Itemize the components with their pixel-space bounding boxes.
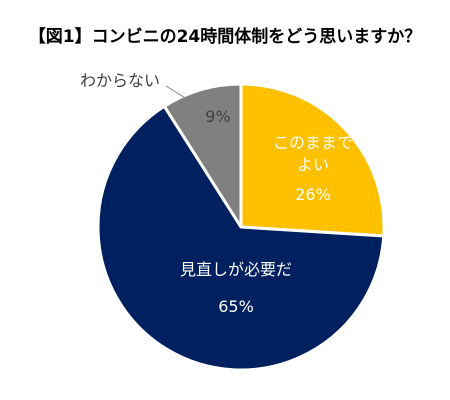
pie-slice-1 [96, 104, 386, 372]
data-label-1: 65% [218, 297, 254, 316]
slice-label-wakaranai: わからない [80, 71, 160, 90]
data-label-2: 9% [205, 107, 230, 126]
slice-label-konomama-line-0: このままで [273, 133, 353, 152]
leader-line-wakaranai [165, 85, 188, 100]
slice-label-minaoshi: 見直しが必要だ [180, 260, 292, 279]
pie-slice-0 [239, 82, 386, 238]
slice-label-konomama-line-1: よい [297, 155, 329, 174]
chart-title: 【図1】コンビニの24時間体制をどう思いますか？ [28, 27, 422, 47]
data-label-0: 26% [295, 185, 331, 204]
pie-slice-2 [162, 82, 243, 229]
